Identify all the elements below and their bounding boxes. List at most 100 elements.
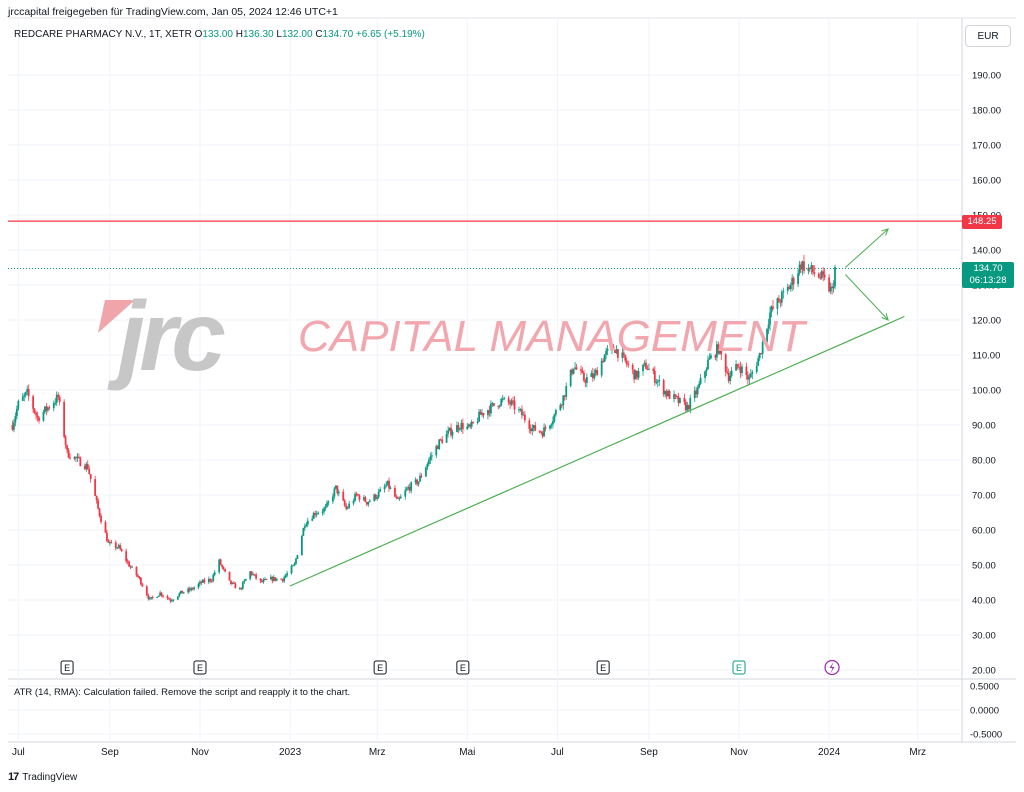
candle-body bbox=[394, 487, 396, 497]
candle-body bbox=[187, 588, 190, 593]
candle-body bbox=[710, 355, 712, 359]
candle-body bbox=[116, 547, 119, 549]
candle-body bbox=[151, 597, 154, 599]
candle-body bbox=[181, 590, 184, 594]
candle-body bbox=[772, 306, 774, 309]
candle-body bbox=[77, 456, 80, 458]
candle-body bbox=[707, 359, 709, 370]
candle-body bbox=[532, 425, 535, 429]
candle-body bbox=[290, 566, 293, 574]
watermark-text: CAPITAL MANAGEMENT bbox=[298, 312, 805, 361]
candle-body bbox=[523, 414, 526, 421]
projection-arrow-head bbox=[881, 313, 889, 321]
candle-body bbox=[583, 372, 585, 381]
earnings-marker-icon[interactable] bbox=[732, 660, 746, 675]
candle-body bbox=[777, 298, 780, 303]
candle-body bbox=[664, 391, 667, 395]
last-price-badge: 134.70 06:13:28 bbox=[962, 262, 1014, 288]
atr-axis-label: -0.5000 bbox=[970, 730, 1002, 741]
candle-body bbox=[305, 524, 308, 527]
projection-arrow[interactable] bbox=[844, 274, 889, 321]
projection-arrow[interactable] bbox=[845, 228, 889, 268]
candle-body bbox=[612, 346, 615, 351]
candle-body bbox=[729, 375, 732, 382]
candle-body bbox=[584, 380, 587, 383]
candle-body bbox=[125, 551, 128, 562]
earnings-marker-icon[interactable] bbox=[456, 660, 470, 675]
candle-body bbox=[648, 368, 650, 370]
candle-body bbox=[426, 464, 429, 468]
candle-body bbox=[498, 405, 501, 407]
candle-body bbox=[32, 396, 35, 409]
candle-body bbox=[295, 558, 297, 564]
candle-body bbox=[410, 482, 413, 491]
time-axis-label: 2024 bbox=[818, 747, 841, 758]
candle-body bbox=[461, 422, 464, 430]
candle-body bbox=[13, 422, 15, 430]
time-axis-label: Mai bbox=[459, 747, 475, 758]
candle-body bbox=[655, 382, 658, 384]
candle-body bbox=[311, 518, 314, 521]
candle-body bbox=[621, 352, 624, 358]
candle-body bbox=[797, 273, 799, 285]
earnings-marker-icon[interactable] bbox=[373, 660, 387, 675]
candle-body bbox=[600, 360, 603, 376]
candle-body bbox=[726, 371, 729, 373]
candle-body bbox=[828, 277, 830, 292]
candle-body bbox=[405, 488, 408, 491]
candle-body bbox=[653, 371, 656, 383]
candle-body bbox=[636, 370, 639, 378]
candle-body bbox=[303, 526, 306, 529]
candle-body bbox=[569, 369, 572, 387]
candle-body bbox=[272, 577, 275, 582]
candle-body bbox=[396, 497, 399, 499]
tradingview-brand: TradingView bbox=[22, 771, 78, 783]
earnings-marker-icon[interactable] bbox=[193, 660, 207, 675]
candle-body bbox=[668, 390, 671, 399]
support-trendline[interactable] bbox=[289, 315, 905, 587]
candle-body bbox=[606, 348, 609, 351]
candle-body bbox=[337, 491, 340, 494]
candle-body bbox=[627, 364, 630, 366]
candle-body bbox=[368, 500, 371, 502]
candle-body bbox=[222, 567, 225, 569]
symbol-name[interactable]: REDCARE PHARMACY N.V., 1T, XETR bbox=[14, 29, 192, 40]
candle-body bbox=[162, 595, 164, 597]
high-label: H bbox=[235, 29, 243, 40]
candle-body bbox=[563, 395, 566, 397]
candle-body bbox=[238, 588, 241, 590]
candle-body bbox=[244, 579, 247, 581]
candle-body bbox=[265, 579, 268, 581]
candle-body bbox=[253, 574, 256, 576]
candle-body bbox=[86, 464, 89, 470]
candle-body bbox=[76, 456, 79, 459]
candle-body bbox=[188, 588, 191, 591]
candle-body bbox=[698, 383, 701, 388]
candle-body bbox=[509, 402, 512, 405]
candle-body bbox=[148, 598, 151, 600]
candle-body bbox=[64, 436, 67, 446]
currency-button[interactable]: EUR bbox=[965, 25, 1011, 47]
candle-body bbox=[538, 430, 541, 432]
candle-body bbox=[302, 528, 305, 536]
candle-body bbox=[727, 372, 730, 382]
tradingview-footer[interactable]: 17 TradingView bbox=[8, 771, 77, 783]
candle-body bbox=[219, 559, 222, 565]
candle-body bbox=[736, 364, 739, 367]
candle-body bbox=[159, 592, 162, 596]
candle-body bbox=[687, 405, 690, 410]
candle-body bbox=[315, 513, 318, 515]
candle-body bbox=[138, 576, 141, 578]
candle-body bbox=[553, 414, 556, 422]
candle-body bbox=[94, 479, 97, 497]
candle-body bbox=[457, 425, 460, 430]
candle-body bbox=[460, 422, 463, 429]
candle-body bbox=[540, 431, 543, 433]
candle-body bbox=[323, 508, 325, 512]
candle-body bbox=[720, 346, 723, 355]
price-axis-label: 100.00 bbox=[972, 386, 1001, 397]
earnings-marker-icon[interactable] bbox=[60, 660, 74, 675]
earnings-marker-icon[interactable] bbox=[596, 660, 610, 675]
candle-body bbox=[779, 302, 782, 304]
